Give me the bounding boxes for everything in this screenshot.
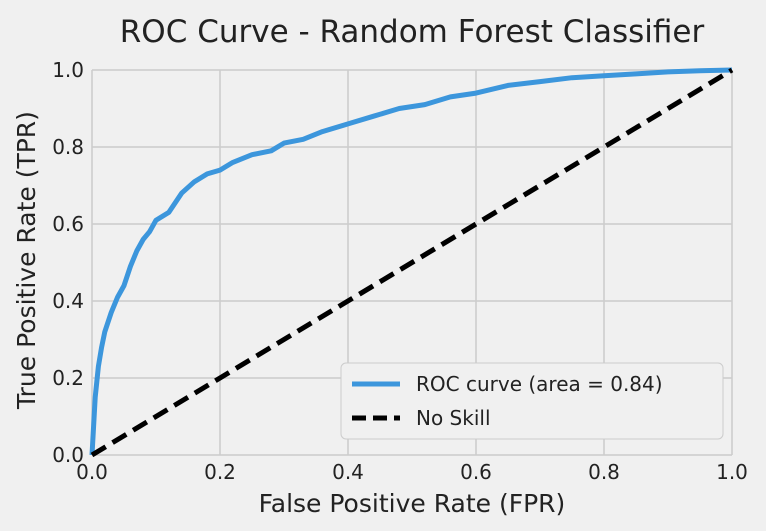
y-axis-label: True Positive Rate (TPR) (12, 111, 41, 410)
x-tick-label: 0.0 (76, 460, 108, 484)
roc-curve-line (89, 67, 733, 456)
chart-title: ROC Curve - Random Forest Classifier (120, 14, 705, 50)
legend-box (340, 362, 724, 440)
x-tick-label: 0.6 (460, 460, 492, 484)
ticks: 0.0 0.2 0.4 0.6 0.8 1.0 0.0 0.2 0.4 0.6 0.8 1.0 (52, 58, 748, 484)
x-tick-label: 1.0 (716, 460, 748, 484)
x-axis-label: False Positive Rate (FPR) (259, 489, 566, 518)
grid (91, 69, 733, 456)
x-tick-label: 0.4 (332, 460, 364, 484)
legend-label-roc: ROC curve (area = 0.84) (416, 372, 663, 396)
y-tick-label: 0.6 (52, 212, 84, 236)
legend-label-no-skill: No Skill (416, 406, 491, 430)
no-skill-line (90, 67, 734, 458)
y-tick-label: 0.2 (52, 366, 84, 390)
x-tick-label: 0.2 (204, 460, 236, 484)
x-tick-label: 0.8 (588, 460, 620, 484)
y-tick-label: 0.8 (52, 135, 84, 159)
y-tick-label: 1.0 (52, 58, 84, 82)
legend: ROC curve (area = 0.84) No Skill (340, 362, 724, 440)
y-tick-label: 0.4 (52, 289, 84, 313)
series-layer (89, 67, 734, 458)
y-tick-label: 0.0 (52, 443, 84, 467)
